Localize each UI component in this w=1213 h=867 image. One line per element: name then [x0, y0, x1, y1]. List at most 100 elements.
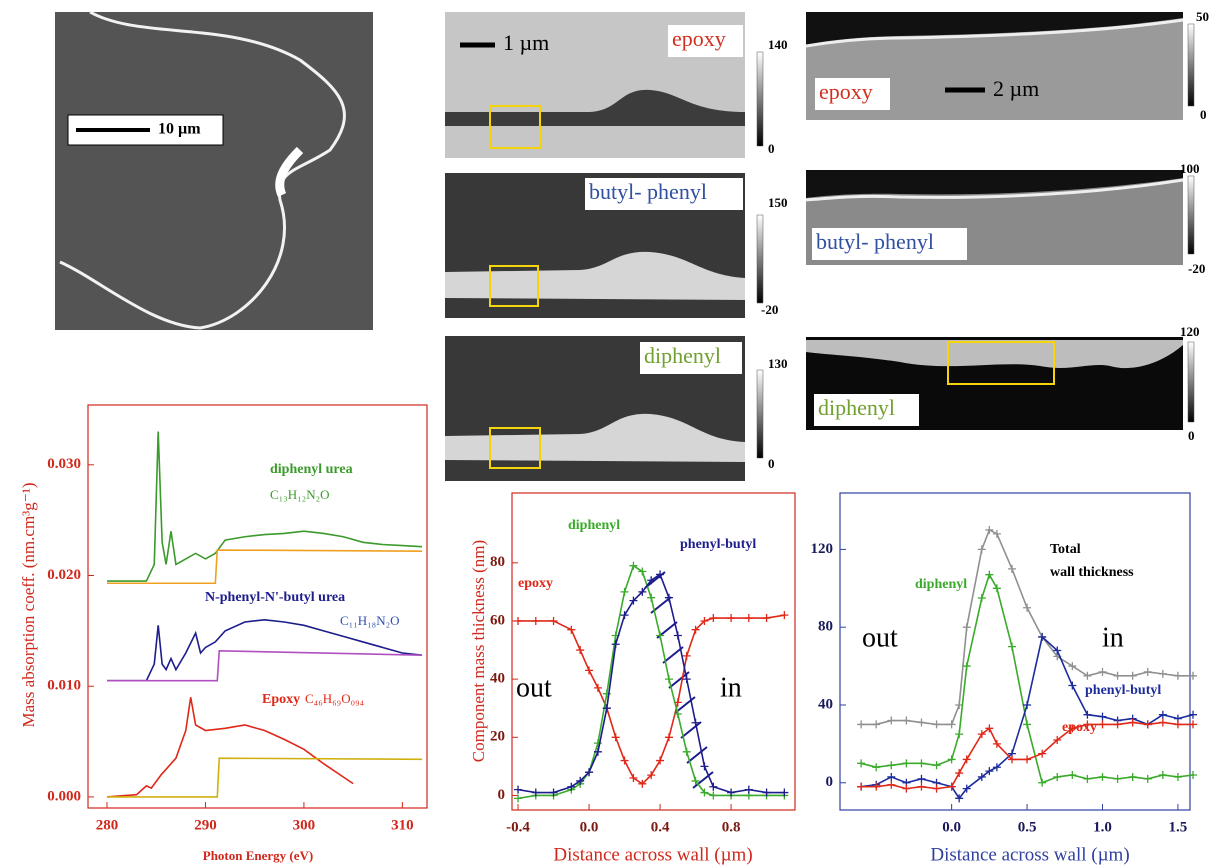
y-tick-label: 0.020: [47, 567, 81, 583]
point-marker: [992, 739, 1001, 748]
series-line: [106, 697, 354, 798]
annotation: C₁₃H₁₂N₂O: [270, 487, 330, 502]
point-marker: [514, 785, 523, 794]
point-marker: [709, 782, 718, 791]
wall-trace: [275, 146, 304, 197]
point-marker: [638, 779, 647, 788]
y-axis-label: Component mass thickness (nm): [469, 540, 488, 762]
point-marker: [1068, 770, 1077, 779]
colorbar-min: 0: [1200, 107, 1207, 122]
series-label: diphenyl urea: [270, 462, 353, 477]
point-marker: [947, 755, 956, 764]
point-marker: [917, 718, 926, 727]
point-marker: [955, 769, 964, 778]
x-axis-label: Photon Energy (eV): [203, 848, 314, 863]
point-marker: [917, 782, 926, 791]
x-tick-label: 0.0: [580, 819, 599, 835]
point-marker: [977, 730, 986, 739]
point-marker: [1098, 772, 1107, 781]
point-marker: [1068, 724, 1077, 733]
point-marker: [962, 662, 971, 671]
colorbar-min: -20: [761, 302, 778, 317]
point-marker: [1173, 772, 1182, 781]
panel-label: butyl- phenyl: [589, 179, 707, 204]
point-marker: [902, 759, 911, 768]
x-tick-label: 280: [96, 817, 119, 833]
point-marker: [576, 646, 585, 655]
y-tick-label: 60: [490, 612, 505, 628]
point-marker: [673, 710, 682, 719]
point-marker: [656, 631, 665, 640]
colorbar-min: -20: [1188, 261, 1205, 276]
point-marker: [1038, 749, 1047, 758]
point-marker: [656, 570, 665, 579]
x-axis-label: Distance across wall (µm): [930, 844, 1129, 865]
point-marker: [1128, 671, 1137, 680]
point-marker: [992, 529, 1001, 538]
point-marker: [611, 733, 620, 742]
point-marker: [576, 776, 585, 785]
annotation: wall thickness: [1050, 565, 1134, 580]
x-tick-label: 0.0: [942, 819, 961, 835]
point-marker: [1053, 772, 1062, 781]
point-marker: [1053, 735, 1062, 744]
point-marker: [992, 763, 1001, 772]
point-marker: [1083, 720, 1092, 729]
series-label: epoxy: [518, 576, 553, 591]
point-marker: [593, 683, 602, 692]
colorbar-max: 50: [1196, 9, 1209, 24]
label-box: [812, 228, 967, 260]
point-marker: [629, 596, 638, 605]
point-marker: [1189, 710, 1198, 719]
point-marker: [955, 794, 964, 803]
point-marker: [1143, 667, 1152, 676]
annotation: C₁₁H₁₈N₂O: [340, 613, 400, 628]
point-marker: [1068, 681, 1077, 690]
point-marker: [744, 614, 753, 623]
micrograph: [55, 12, 373, 330]
point-marker: [691, 776, 700, 785]
series-label: Epoxy: [262, 692, 300, 707]
wall-band: [805, 178, 1184, 202]
point-marker: [727, 614, 736, 623]
x-tick-label: 310: [391, 817, 414, 833]
label-box: [668, 25, 743, 57]
point-marker: [602, 704, 611, 713]
label-box: [814, 394, 919, 426]
point-marker: [567, 625, 576, 634]
point-marker: [955, 730, 964, 739]
colorbar: [756, 369, 764, 459]
point-marker: [1007, 642, 1016, 651]
point-marker: [638, 567, 647, 576]
point-marker: [531, 616, 540, 625]
point-marker: [567, 782, 576, 791]
point-marker: [1098, 667, 1107, 676]
colorbar-max: 120: [1180, 324, 1200, 339]
point-marker: [887, 716, 896, 725]
point-marker: [1083, 774, 1092, 783]
point-marker: [1023, 720, 1032, 729]
point-marker: [947, 782, 956, 791]
x-tick-label: 1.5: [1169, 819, 1188, 835]
colorbar: [1187, 23, 1195, 107]
point-marker: [1158, 770, 1167, 779]
series-line: [107, 649, 423, 682]
y-tick-label: 0.010: [47, 678, 81, 694]
point-marker: [977, 594, 986, 603]
y-tick-label: 120: [811, 541, 834, 557]
point-marker: [902, 784, 911, 793]
point-marker: [985, 525, 994, 534]
point-marker: [887, 780, 896, 789]
colorbar-min: 0: [768, 456, 775, 471]
x-tick-label: 0.8: [722, 819, 741, 835]
point-marker: [1113, 671, 1122, 680]
point-marker: [629, 774, 638, 783]
point-marker: [1128, 772, 1137, 781]
point-marker: [585, 666, 594, 675]
series-label: phenyl-butyl: [1085, 683, 1161, 698]
point-marker: [1143, 774, 1152, 783]
point-marker: [962, 755, 971, 764]
colorbar-min: 0: [1188, 428, 1195, 443]
colorbar-max: 100: [1180, 161, 1200, 176]
point-marker: [977, 772, 986, 781]
